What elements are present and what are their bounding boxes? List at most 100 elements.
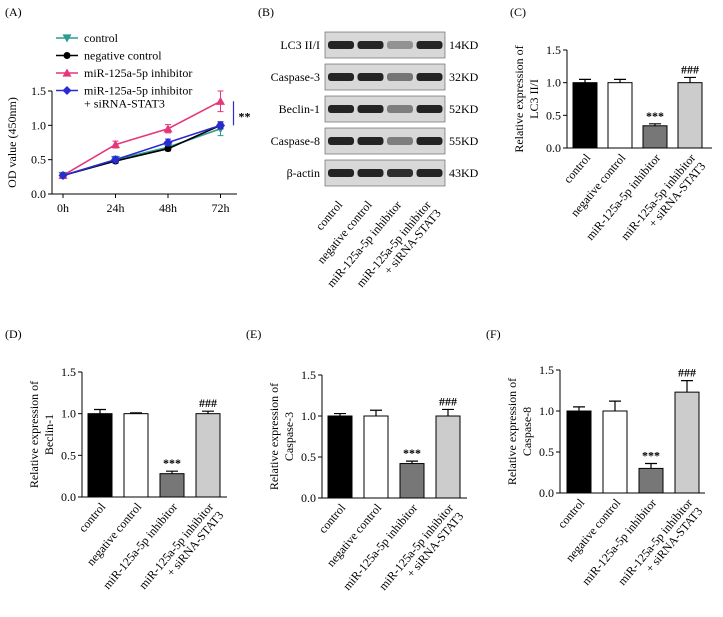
y-tick-label: 1.0 [31,118,46,132]
significance-label: ### [439,394,457,408]
x-tick-label: control [555,495,588,531]
blot-band [357,105,384,113]
x-tick-label: 72h [212,201,230,215]
y-axis-label: Relative expression of [27,381,41,488]
significance-label: ** [239,109,251,123]
panel-bar: (F) 0.0 0.5 1.0 1.5 Relative expression of Cas… [486,327,705,500]
x-tick-label: miR-125a-5p inhibitor+ siRNA-STAT3 [376,501,466,601]
y-tick-label: 0.0 [301,491,316,505]
y-tick-label: 1.0 [546,76,561,90]
blot-band [387,137,413,145]
error-bar [370,409,382,416]
blot-band [416,73,443,81]
bar [327,415,353,499]
significance-label: *** [646,109,664,123]
protein-label: Caspase-3 [271,70,320,84]
panel-line: (A) 0.0 0.5 1.0 1.5 OD value (450nm) 0h 24h 48h 7… [5,5,251,215]
y-axis-label: Beclin-1 [42,414,56,455]
y-tick-label: 0.5 [301,450,316,464]
bar [638,467,664,494]
blot-band [387,73,413,81]
y-axis-label: LC3 II/I [527,79,541,119]
bar [677,82,703,149]
bar [195,413,221,498]
y-tick-label: 0.5 [546,108,561,122]
series-line [62,100,221,177]
y-tick-label: 1.0 [301,409,316,423]
y-tick-label: 0.5 [539,445,554,459]
blot-band [328,73,354,81]
size-label: 32KD [449,70,479,84]
legend-label: miR-125a-5p inhibitor [84,66,192,80]
significance-label: *** [642,448,660,462]
x-tick-label: miR-125a-5p inhibitor+ siRNA-STAT3 [615,496,705,596]
significance-label: *** [163,456,181,470]
size-label: 43KD [449,166,479,180]
y-axis-label: Caspase-3 [282,412,296,461]
legend-label-line: + siRNA-STAT3 [84,97,165,111]
y-axis-label: Relative expression of [267,383,281,490]
y-axis-label: OD value (450nm) [5,97,19,188]
bar [607,82,633,149]
legend-label: miR-125a-5p inhibitor + siRNA-STAT3 [84,84,192,111]
size-label: 52KD [449,102,479,116]
error-bar [684,76,696,83]
panel-bar: (E) 0.0 0.5 1.0 1.5 Relative expression of Cas… [246,327,467,505]
marker [164,145,172,153]
y-tick-label: 1.5 [301,368,316,382]
x-tick-label: 0h [57,201,69,215]
y-tick-label: 1.0 [539,404,554,418]
marker [163,124,173,133]
protein-label: LC3 II/I [280,38,320,52]
bar [87,413,113,498]
protein-label: Caspase-8 [271,134,320,148]
y-tick-label: 1.5 [546,43,561,57]
blot-band [357,41,384,49]
panel-label: (D) [5,327,22,341]
y-tick-label: 1.5 [31,84,46,98]
blot-band [387,105,413,113]
x-tick-label: 48h [159,201,177,215]
blot-band [416,169,443,177]
bar [159,473,185,498]
bar [566,410,592,494]
panel-label: (E) [246,327,261,341]
blot-band [328,169,354,177]
marker [111,155,120,165]
legend-marker [62,34,72,43]
blot-band [416,137,443,145]
panel-label: (C) [510,5,526,19]
panel-label: (B) [258,5,274,19]
series-line [62,124,221,177]
error-bar [579,78,591,83]
y-tick-label: 0.5 [31,153,46,167]
blot-band [387,41,413,49]
x-tick-label: miR-125a-5p inhibitor+ siRNA-STAT3 [618,151,708,251]
y-tick-label: 0.0 [539,486,554,500]
bar [435,415,461,499]
blot-band [416,41,443,49]
legend-label: control [84,31,119,45]
y-tick-label: 1.0 [61,407,76,421]
y-tick-label: 0.5 [61,448,76,462]
legend-marker [63,52,71,59]
panel-label: (F) [486,327,501,341]
significance-label: ### [681,62,699,76]
x-tick-label: control [316,500,349,536]
significance-label: ### [678,366,696,380]
blot-band [357,73,384,81]
blot-panel: (B) LC3 II/I 14KD Caspase-3 32KD Beclin-1 52KD… [258,5,479,187]
y-tick-label: 0.0 [61,490,76,504]
panel-bar: (C) 0.0 0.5 1.0 1.5 Relative expression of LC3… [510,5,712,155]
bar [602,410,628,494]
blot-band [328,105,354,113]
significance-label: *** [403,446,421,460]
y-axis-label: Caspase-8 [520,407,534,456]
legend-label: negative control [84,49,162,63]
error-bar [94,408,106,414]
marker [163,138,173,147]
x-tick-label: control [76,499,109,535]
blot-band [328,41,354,49]
protein-label: β-actin [287,166,320,180]
